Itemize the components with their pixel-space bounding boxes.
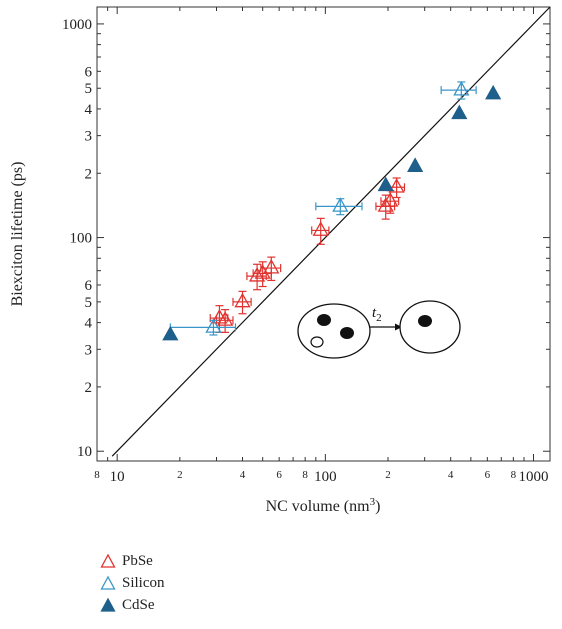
x-minor-tick-label: 8	[94, 469, 100, 481]
data-point-silicon	[453, 80, 470, 96]
legend-marker-cdse	[100, 597, 116, 612]
diagonal-guide-line	[111, 6, 551, 457]
data-points	[162, 80, 502, 341]
y-minor-tick-label: 6	[85, 64, 93, 80]
data-point-silicon	[205, 318, 222, 333]
legend-marker-shape	[100, 597, 116, 612]
series-pbse	[209, 177, 406, 333]
y-tick-label: 10	[77, 444, 92, 460]
legend: PbSe Silicon CdSe	[100, 550, 165, 616]
legend-marker-shape	[100, 553, 116, 568]
data-point-pbse	[217, 311, 234, 326]
inset-schematic: t2	[297, 300, 461, 359]
x-axis-title: NC volume (nm3)	[266, 496, 381, 515]
x-minor-tick-label: 8	[511, 469, 517, 481]
y-axis-title: Biexciton lifetime (ps)	[9, 162, 26, 307]
x-minor-tick-label: 4	[448, 469, 454, 481]
legend-label: PbSe	[122, 552, 153, 569]
y-minor-tick-label: 4	[85, 316, 93, 332]
y-minor-tick-label: 6	[85, 278, 93, 294]
inset-arrow-label: t2	[372, 305, 382, 324]
data-point-pbse	[263, 258, 280, 274]
data-point-pbse	[312, 221, 329, 236]
data-point-silicon	[332, 197, 349, 212]
x-tick-label: 10	[110, 469, 125, 485]
data-point-pbse	[388, 178, 405, 193]
data-point-cdse	[407, 157, 424, 172]
x-minor-tick-label: 2	[177, 469, 183, 481]
inset-electron-1	[317, 314, 331, 326]
data-point-cdse	[451, 104, 468, 120]
data-point-cdse	[377, 176, 394, 192]
legend-item-silicon: Silicon	[100, 572, 165, 594]
x-minor-tick-label: 6	[485, 469, 491, 481]
y-minor-tick-label: 3	[85, 342, 93, 358]
x-tick-label: 1000	[519, 469, 549, 485]
x-minor-tick-label: 4	[240, 469, 246, 481]
inset-electron-2	[340, 327, 354, 339]
data-point-cdse	[162, 325, 179, 341]
inset-initial-nanocrystal	[297, 303, 371, 359]
inset-hole	[310, 336, 324, 348]
x-minor-tick-label: 8	[302, 469, 308, 481]
y-minor-tick-label: 2	[85, 380, 93, 396]
y-tick-label: 1000	[62, 17, 92, 33]
legend-item-cdse: CdSe	[100, 594, 165, 616]
y-minor-tick-label: 2	[85, 166, 93, 182]
inset-arrow-head	[395, 323, 402, 331]
series-cdse	[162, 84, 502, 341]
data-point-cdse	[485, 84, 502, 100]
legend-marker-silicon	[100, 575, 116, 590]
plot-frame	[96, 6, 551, 462]
y-minor-tick-label: 5	[85, 295, 93, 311]
legend-marker-shape	[100, 575, 116, 590]
x-tick-label: 100	[314, 469, 337, 485]
inset-final-electron	[418, 315, 432, 327]
legend-label: Silicon	[122, 574, 165, 591]
y-minor-tick-label: 3	[85, 129, 93, 145]
y-minor-tick-label: 5	[85, 81, 93, 97]
inset-final-nanocrystal	[399, 300, 461, 354]
legend-label: CdSe	[122, 596, 155, 613]
series-silicon	[169, 80, 477, 336]
data-point-pbse	[382, 192, 399, 207]
x-minor-tick-label: 2	[385, 469, 391, 481]
legend-marker-pbse	[100, 553, 116, 568]
legend-item-pbse: PbSe	[100, 550, 165, 572]
data-point-pbse	[254, 264, 271, 279]
data-point-pbse	[377, 197, 394, 212]
x-minor-tick-label: 6	[276, 469, 282, 481]
y-minor-tick-label: 4	[85, 102, 93, 118]
data-point-pbse	[234, 292, 251, 308]
y-tick-label: 100	[70, 231, 93, 247]
